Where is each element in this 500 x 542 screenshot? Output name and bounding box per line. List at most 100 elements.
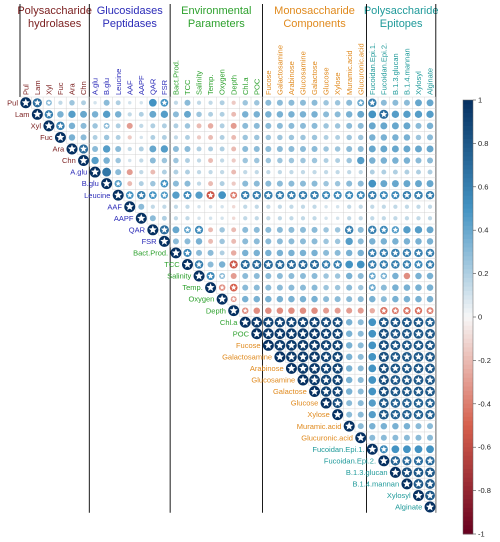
corr-circle (403, 272, 411, 280)
significance-star (46, 100, 52, 105)
significance-star (183, 260, 192, 268)
corr-circle (173, 123, 179, 129)
significance-star (242, 308, 248, 313)
column-label: Oxygen (218, 69, 227, 95)
colorbar-segment (463, 173, 473, 179)
corr-circle (370, 216, 375, 221)
corr-circle (427, 423, 434, 430)
significance-star (276, 191, 284, 198)
colorbar-segment (463, 503, 473, 509)
corr-circle (253, 122, 260, 129)
colorbar-segment (463, 364, 473, 370)
corr-circle (197, 216, 201, 221)
corr-circle (299, 295, 307, 303)
corr-circle (195, 238, 203, 245)
corr-circle (173, 100, 179, 105)
corr-circle (426, 284, 434, 291)
corr-circle (414, 445, 423, 454)
significance-star (298, 375, 308, 384)
corr-circle (368, 387, 377, 396)
corr-circle (404, 169, 410, 175)
significance-star (333, 410, 342, 419)
corr-circle (392, 434, 399, 441)
significance-star (206, 283, 215, 292)
significance-star (161, 180, 168, 187)
significance-star (230, 284, 237, 291)
significance-star (299, 352, 307, 361)
significance-star (195, 261, 203, 268)
corr-circle (139, 135, 144, 140)
corr-circle (393, 204, 398, 209)
corr-circle (92, 134, 98, 140)
significance-star (276, 318, 284, 326)
corr-circle (265, 145, 272, 152)
corr-circle (403, 145, 411, 153)
corr-circle (427, 134, 434, 141)
row-label: B.glu (82, 179, 99, 188)
corr-circle (391, 180, 399, 188)
corr-circle (380, 296, 387, 303)
corr-circle (185, 216, 190, 221)
significance-star (426, 329, 434, 337)
significance-star (264, 329, 273, 338)
column-label: Xylosyl (414, 71, 423, 95)
column-label: Glucosamine (299, 51, 308, 95)
matrix-grid (20, 96, 436, 513)
colorbar-tick-label: 1 (478, 96, 482, 105)
column-label: Glucuronic.acid (356, 43, 365, 95)
corr-circle (115, 134, 121, 140)
corr-circle (196, 181, 202, 186)
colorbar-segment (463, 312, 473, 318)
corr-circle (172, 226, 180, 234)
corr-circle (368, 364, 377, 373)
colorbar-segment (463, 386, 473, 392)
corr-circle (184, 110, 191, 118)
significance-star (380, 249, 387, 256)
corr-circle (392, 134, 399, 141)
colorbar-tick-label: -0.6 (478, 443, 491, 452)
colorbar-segment (463, 395, 473, 400)
significance-star (391, 329, 400, 337)
group-title: Glucosidases (97, 5, 164, 17)
corr-circle (346, 307, 353, 314)
corr-circle (380, 157, 388, 164)
corr-circle (403, 422, 411, 430)
significance-star (310, 341, 319, 349)
significance-star (369, 226, 376, 233)
corr-circle (208, 169, 213, 175)
corr-circle (92, 123, 98, 129)
significance-star (403, 387, 411, 395)
colorbar-segment (463, 104, 473, 110)
colorbar-segment (463, 390, 473, 396)
row-label: Pul (7, 98, 18, 107)
colorbar-segment (463, 494, 473, 500)
corr-circle (356, 260, 365, 269)
significance-star (403, 329, 411, 337)
corr-circle (253, 249, 261, 257)
significance-star (391, 341, 400, 349)
significance-star (426, 376, 434, 384)
corr-circle (324, 216, 328, 221)
corr-circle (276, 307, 284, 314)
significance-star (287, 364, 296, 372)
corr-circle (185, 134, 190, 140)
corr-circle (380, 134, 388, 141)
corr-circle (368, 110, 377, 119)
corr-circle (253, 295, 261, 303)
colorbar-tick-label: 0.8 (478, 139, 488, 148)
significance-star (426, 249, 434, 256)
significance-star (380, 399, 388, 407)
significance-star (415, 249, 422, 256)
corr-circle (219, 227, 225, 233)
significance-star (380, 318, 388, 326)
significance-star (426, 480, 434, 488)
colorbar-segment (463, 225, 473, 231)
colorbar-segment (463, 308, 473, 314)
significance-star (403, 318, 411, 326)
column-label: Chn (79, 81, 88, 95)
corr-circle (265, 122, 272, 129)
corr-circle (346, 411, 353, 418)
column-label: Fucoidan.Epi.2. (379, 43, 388, 95)
row-label: Lam (15, 110, 30, 119)
